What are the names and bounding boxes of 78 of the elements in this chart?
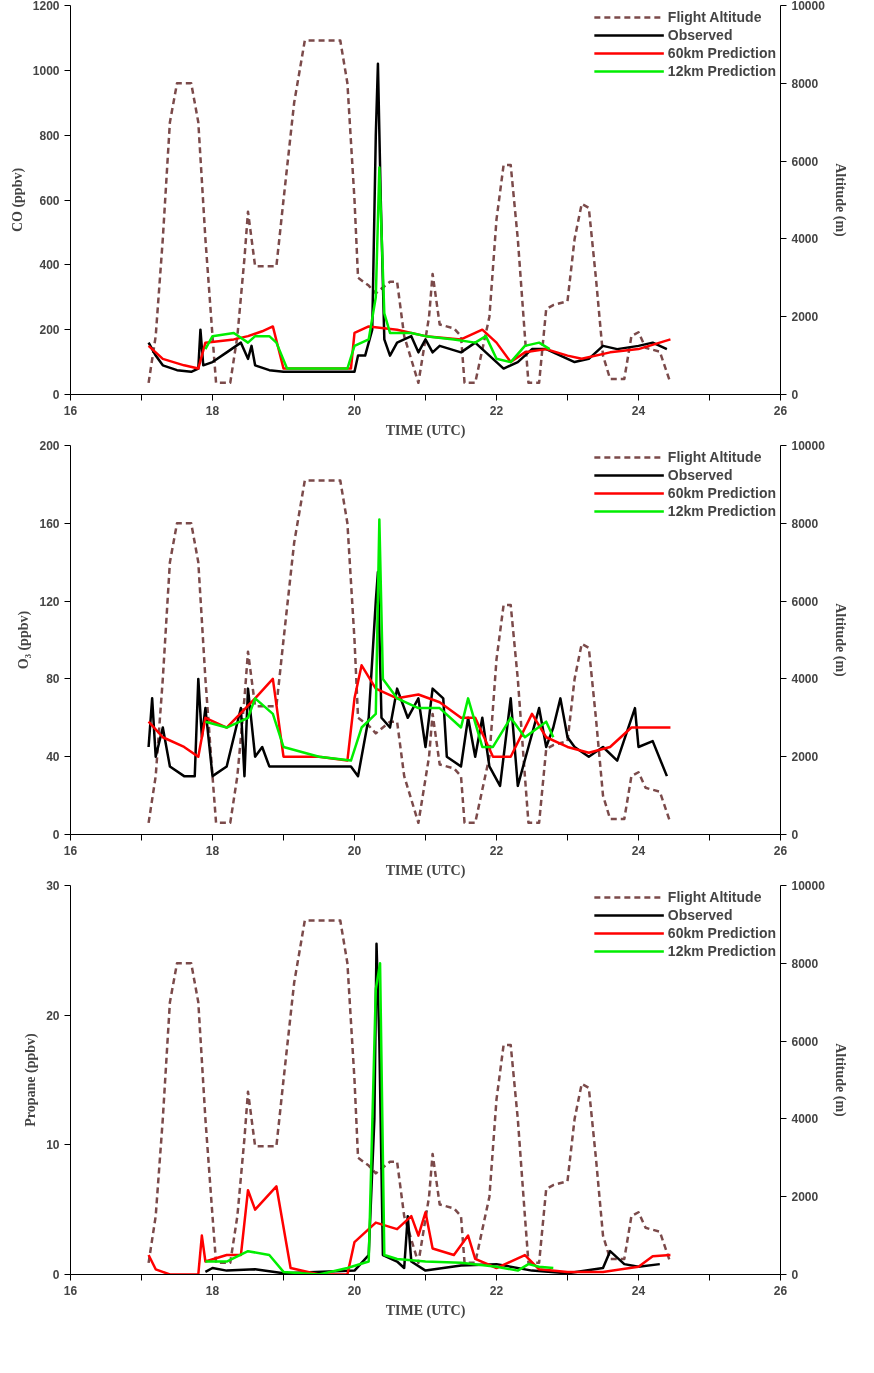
y2-axis-title: Altitude (m) — [831, 163, 848, 238]
line-series — [204, 518, 555, 762]
x-tick-label: 16 — [63, 1283, 78, 1298]
y2-tick-label: 0 — [791, 828, 799, 842]
y-tick-label: 0 — [52, 1268, 60, 1282]
x-axis-title: TIME (UTC) — [385, 422, 466, 439]
y-tick-label: 20 — [46, 1008, 60, 1023]
x-tick-label: 20 — [347, 1283, 362, 1298]
y-tick-label: 0 — [52, 828, 60, 842]
y2-tick-label: 0 — [791, 388, 799, 402]
x-tick-label: 22 — [489, 403, 504, 418]
legend-label: Observed — [667, 27, 733, 43]
x-tick-label: 24 — [631, 403, 646, 418]
y-tick-label: 600 — [39, 193, 60, 208]
x-tick-label: 22 — [489, 1283, 504, 1298]
x-tick-label: 16 — [63, 843, 78, 858]
y-tick-label: 400 — [39, 258, 60, 273]
y-tick-label: 800 — [39, 128, 60, 143]
x-tick-label: 18 — [205, 843, 220, 858]
line-series — [204, 166, 551, 370]
legend-label: 60km Prediction — [667, 45, 776, 61]
legend-label: 60km Prediction — [667, 485, 776, 501]
y2-axis-title: Altitude (m) — [831, 1043, 848, 1118]
x-tick-label: 26 — [773, 843, 788, 858]
legend-label: 12km Prediction — [667, 503, 776, 519]
line-series — [204, 962, 555, 1275]
legend-label: 12km Prediction — [667, 943, 776, 959]
x-tick-label: 26 — [773, 403, 788, 418]
y-tick-label: 1200 — [32, 0, 60, 13]
y2-tick-label: 4000 — [791, 232, 819, 247]
y2-tick-label: 8000 — [791, 516, 819, 531]
y2-tick-label: 10000 — [791, 0, 826, 13]
y2-tick-label: 0 — [791, 1268, 799, 1282]
y2-tick-label: 6000 — [791, 594, 819, 609]
legend-label: Flight Altitude — [667, 449, 762, 465]
x-tick-label: 18 — [205, 403, 220, 418]
y-tick-label: 200 — [39, 439, 60, 453]
y-tick-label: 1000 — [32, 63, 60, 78]
y-tick-label: 10 — [46, 1138, 60, 1153]
legend-label: Observed — [667, 907, 733, 923]
x-axis-title: TIME (UTC) — [385, 862, 466, 879]
legend-label: 12km Prediction — [667, 63, 776, 79]
y2-tick-label: 4000 — [791, 1112, 819, 1127]
y-axis-title: O₃ (ppbv) — [16, 610, 33, 670]
y2-axis-title: Altitude (m) — [831, 603, 848, 678]
x-tick-label: 16 — [63, 403, 78, 418]
y2-tick-label: 10000 — [791, 439, 826, 453]
y2-tick-label: 10000 — [791, 879, 826, 893]
x-axis-title: TIME (UTC) — [385, 1302, 466, 1319]
y-axis-title: CO (ppbv) — [9, 167, 26, 233]
x-tick-label: 22 — [489, 843, 504, 858]
y-axis-title: Propane (ppbv) — [23, 1032, 40, 1127]
y2-tick-label: 2000 — [791, 750, 819, 765]
y2-tick-label: 2000 — [791, 310, 819, 325]
y-tick-label: 30 — [46, 879, 60, 893]
legend-label: Observed — [667, 467, 733, 483]
x-tick-label: 20 — [347, 843, 362, 858]
legend-label: 60km Prediction — [667, 925, 776, 941]
line-series — [147, 1185, 672, 1275]
y2-tick-label: 8000 — [791, 76, 819, 91]
x-tick-label: 26 — [773, 1283, 788, 1298]
x-tick-label: 24 — [631, 843, 646, 858]
y2-tick-label: 6000 — [791, 154, 819, 169]
x-tick-label: 24 — [631, 1283, 646, 1298]
y-tick-label: 160 — [39, 516, 60, 531]
y-tick-label: 40 — [46, 750, 60, 765]
x-tick-label: 18 — [205, 1283, 220, 1298]
y-tick-label: 200 — [39, 323, 60, 338]
y-tick-label: 0 — [52, 388, 60, 402]
legend-label: Flight Altitude — [667, 889, 762, 905]
x-tick-label: 20 — [347, 403, 362, 418]
y2-tick-label: 8000 — [791, 956, 819, 971]
y-tick-label: 120 — [39, 594, 60, 609]
y2-tick-label: 6000 — [791, 1034, 819, 1049]
y2-tick-label: 2000 — [791, 1190, 819, 1205]
y2-tick-label: 4000 — [791, 672, 819, 687]
legend-label: Flight Altitude — [667, 9, 762, 25]
y-tick-label: 80 — [46, 672, 60, 687]
